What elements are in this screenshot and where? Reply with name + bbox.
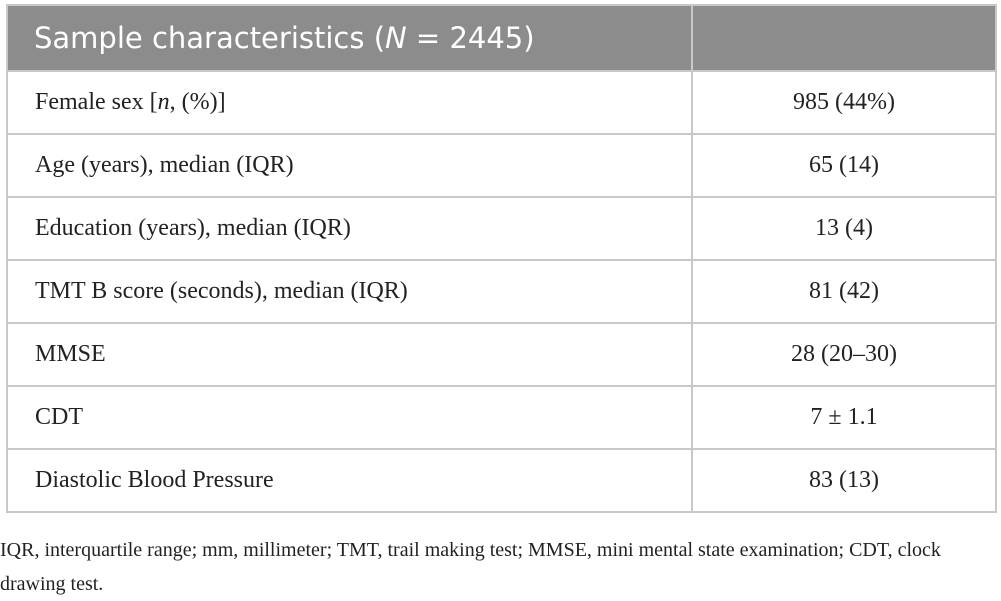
header-row: Sample characteristics (N = 2445) xyxy=(6,4,997,72)
value-cell: 13 (4) xyxy=(691,196,997,261)
footnote: IQR, interquartile range; mm, millimeter… xyxy=(0,539,941,595)
table-row: Age (years), median (IQR) 65 (14) xyxy=(6,133,997,198)
label-cell: Age (years), median (IQR) xyxy=(6,133,693,198)
table-row: MMSE 28 (20–30) xyxy=(6,322,997,387)
label-text: Age (years), median (IQR) xyxy=(35,152,294,178)
table-row: Female sex [n, (%)] 985 (44%) xyxy=(6,70,997,135)
label-text: TMT B score (seconds), median (IQR) xyxy=(35,278,408,304)
label-text: Education (years), median (IQR) xyxy=(35,215,351,241)
label-text: CDT xyxy=(35,404,83,430)
label-text: Diastolic Blood Pressure xyxy=(35,467,274,493)
title-text: N xyxy=(385,21,407,55)
label-cell: MMSE xyxy=(6,322,693,387)
empty-header-cell xyxy=(691,4,997,72)
label-cell: Education (years), median (IQR) xyxy=(6,196,693,261)
table-wrap: Sample characteristics (N = 2445) Female… xyxy=(0,4,997,601)
title-text: Sample characteristics ( xyxy=(34,21,386,55)
table-body: Female sex [n, (%)] 985 (44%) Age (years),… xyxy=(6,70,997,513)
value-cell: 28 (20–30) xyxy=(691,322,997,387)
table: Sample characteristics (N = 2445) Female… xyxy=(6,4,997,513)
table-row: Diastolic Blood Pressure 83 (13) xyxy=(6,448,997,513)
value-text: 28 (20–30) xyxy=(791,341,897,367)
label-text: MMSE xyxy=(35,341,106,367)
title-text: = 2445) xyxy=(406,21,535,55)
value-text: 13 (4) xyxy=(815,215,873,241)
value-text: 7 ± 1.1 xyxy=(810,404,878,430)
table-row: Education (years), median (IQR) 13 (4) xyxy=(6,196,997,261)
value-cell: 81 (42) xyxy=(691,259,997,324)
value-text: 83 (13) xyxy=(809,467,879,493)
value-cell: 83 (13) xyxy=(691,448,997,513)
value-text: 81 (42) xyxy=(809,278,879,304)
label-cell: TMT B score (seconds), median (IQR) xyxy=(6,259,693,324)
value-text: 985 (44%) xyxy=(793,89,895,115)
table-row: TMT B score (seconds), median (IQR) 81 (4… xyxy=(6,259,997,324)
value-text: 65 (14) xyxy=(809,152,879,178)
title-cell: Sample characteristics (N = 2445) xyxy=(6,4,693,72)
label-text: Female sex [ xyxy=(35,89,158,115)
value-cell: 985 (44%) xyxy=(691,70,997,135)
label-cell: Diastolic Blood Pressure xyxy=(6,448,693,513)
value-cell: 7 ± 1.1 xyxy=(691,385,997,450)
label-cell: CDT xyxy=(6,385,693,450)
table-row: CDT 7 ± 1.1 xyxy=(6,385,997,450)
value-cell: 65 (14) xyxy=(691,133,997,198)
label-cell: Female sex [n, (%)] xyxy=(6,70,693,135)
label-text: , (%)] xyxy=(169,89,226,115)
label-text: n xyxy=(157,89,170,115)
